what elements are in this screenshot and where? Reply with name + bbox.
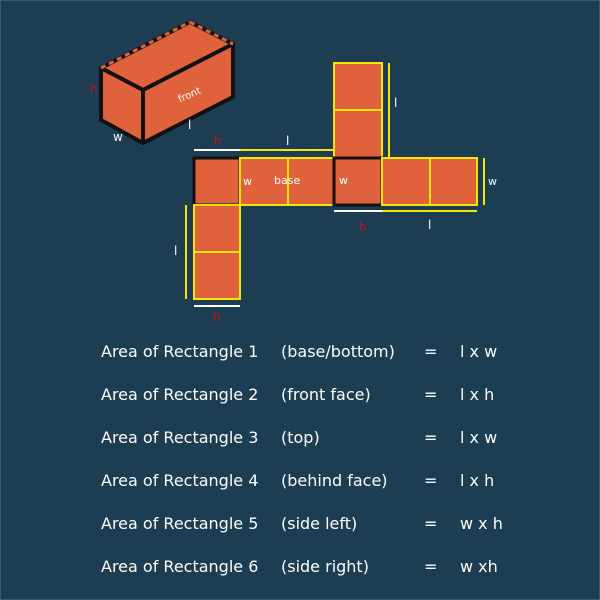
net-label-h-top: h	[214, 134, 222, 148]
formula-desc: (base/bottom)	[281, 342, 395, 361]
formula-desc: (behind face)	[281, 471, 388, 490]
net-label-l-left-vertical: l	[174, 244, 177, 258]
formula-equals: =	[424, 428, 438, 447]
box-hidden-edge	[100, 20, 191, 70]
net-label-h-mid: h	[359, 220, 367, 234]
formula-row: Area of Rectangle 2 (front face) = l x h	[0, 385, 600, 411]
formula-name: Area of Rectangle 3	[101, 428, 259, 447]
formula-desc: (top)	[281, 428, 320, 447]
box-3d: front h w l	[90, 20, 235, 145]
formula-row: Area of Rectangle 5 (side left) = w x h	[0, 514, 600, 540]
formula-expression: l x w	[460, 428, 498, 447]
formula-equals: =	[424, 557, 438, 576]
net-label-l-top: l	[286, 134, 289, 148]
box-l-label: l	[188, 118, 191, 132]
formula-row: Area of Rectangle 4 (behind face) = l x …	[0, 471, 600, 497]
formula-equals: =	[424, 342, 438, 361]
box-front-face	[141, 42, 235, 145]
net-label-w-right: w	[488, 175, 497, 188]
formula-name: Area of Rectangle 4	[101, 471, 259, 490]
formula-desc: (side right)	[281, 557, 369, 576]
formula-desc: (side left)	[281, 514, 358, 533]
box-w-label: w	[113, 130, 123, 144]
formula-equals: =	[424, 385, 438, 404]
net-label-w-mid: w	[339, 174, 348, 187]
net-label-l-bottom: l	[428, 218, 431, 232]
net-base-label: base	[274, 174, 300, 187]
formula-expression: w x h	[460, 514, 503, 533]
net-label-h-bottom: h	[213, 310, 221, 324]
net-square-middle	[332, 156, 384, 207]
formula-row: Area of Rectangle 1 (base/bottom) = l x …	[0, 342, 600, 368]
box-hidden-edge	[189, 20, 234, 46]
formula-desc: (front face)	[281, 385, 371, 404]
formula-row: Area of Rectangle 6 (side right) = w xh	[0, 557, 600, 583]
net-label-w-left: w	[243, 175, 252, 188]
formula-expression: w xh	[460, 557, 498, 576]
formula-equals: =	[424, 514, 438, 533]
formula-expression: l x h	[460, 385, 495, 404]
formula-name: Area of Rectangle 6	[101, 557, 259, 576]
formula-equals: =	[424, 471, 438, 490]
box-net: base h l w w l w h l l h	[174, 62, 497, 324]
formula-name: Area of Rectangle 2	[101, 385, 259, 404]
formula-expression: l x h	[460, 471, 495, 490]
formula-name: Area of Rectangle 1	[101, 342, 259, 361]
box-h-label: h	[90, 82, 98, 96]
formula-name: Area of Rectangle 5	[101, 514, 259, 533]
formula-expression: l x w	[460, 342, 498, 361]
net-label-l-right-vertical: l	[394, 96, 397, 110]
formula-row: Area of Rectangle 3 (top) = l x w	[0, 428, 600, 454]
